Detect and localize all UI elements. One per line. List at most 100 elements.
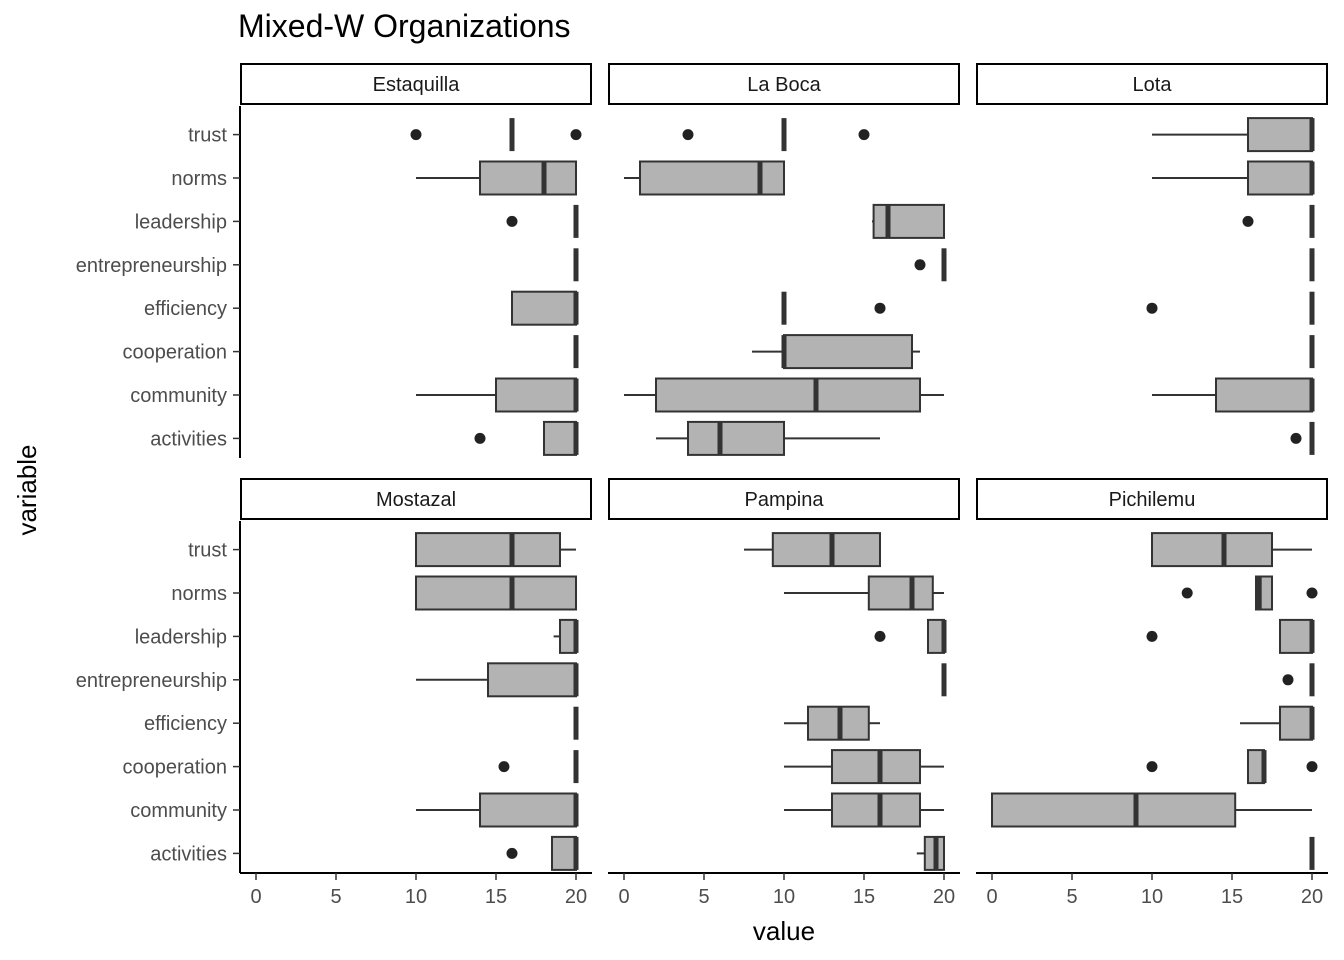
box-community	[991, 792, 1312, 828]
box-entrepreneurship	[1282, 663, 1315, 697]
outlier-point	[914, 259, 926, 271]
box-iqr	[1279, 705, 1313, 741]
box-trust	[410, 118, 582, 152]
box-iqr	[1215, 377, 1313, 413]
box-leadership	[872, 203, 945, 239]
y-tick-label: activities	[150, 843, 227, 865]
box-iqr	[1247, 160, 1313, 196]
box-trust	[744, 532, 881, 568]
x-tick-label: 10	[1141, 886, 1163, 908]
box-iqr	[872, 203, 945, 239]
box-community	[416, 377, 579, 413]
outlier-point	[858, 129, 870, 141]
facet-panel: Mostazal 0 5 10 15 20 trust norms leadership entr…	[76, 478, 592, 908]
box-iqr	[687, 420, 785, 456]
outlier-point	[570, 129, 582, 141]
box-iqr	[415, 532, 561, 568]
x-tick-label: 5	[1066, 886, 1077, 908]
facet-strip	[608, 63, 960, 105]
outlier-point	[1181, 587, 1193, 599]
x-tick-label: 15	[853, 886, 875, 908]
x-axis-title: value	[753, 916, 815, 946]
box-leadership	[1242, 204, 1315, 238]
outlier-point	[1290, 432, 1302, 444]
facet-strip-label: Pampina	[745, 489, 825, 511]
box-activities	[916, 835, 945, 871]
box-leadership	[553, 618, 579, 654]
outlier-point	[1146, 761, 1158, 773]
box-activities	[506, 835, 579, 871]
y-tick-label: trust	[188, 540, 227, 562]
box-trust	[415, 532, 576, 568]
facet-panel: Pichilemu 0 5 10 15 20	[976, 478, 1328, 908]
y-tick-label: efficiency	[144, 713, 227, 735]
y-tick-label: cooperation	[122, 342, 227, 364]
facet-strip	[976, 63, 1328, 105]
facet-panel: La Boca	[608, 63, 960, 456]
box-norms	[624, 160, 785, 196]
box-iqr	[1247, 117, 1313, 153]
y-tick-label: entrepreneurship	[76, 670, 227, 692]
box-iqr	[831, 792, 921, 828]
facet-strip-label: Pichilemu	[1109, 489, 1196, 511]
outlier-point	[474, 432, 486, 444]
facet-strip	[608, 478, 960, 520]
outlier-point	[506, 847, 518, 859]
x-tick-label: 20	[1301, 886, 1323, 908]
box-trust	[682, 118, 870, 152]
box-cooperation	[752, 334, 920, 370]
outlier-point	[410, 129, 422, 141]
outlier-point	[874, 630, 886, 642]
outlier-point	[1282, 674, 1294, 686]
box-activities	[474, 420, 579, 456]
outlier-point	[874, 302, 886, 314]
box-leadership	[874, 618, 947, 654]
box-leadership	[506, 204, 579, 238]
x-tick-label: 20	[933, 886, 955, 908]
y-tick-label: trust	[188, 125, 227, 147]
x-tick-label: 20	[565, 886, 587, 908]
box-norms	[784, 575, 944, 611]
outlier-point	[1242, 215, 1254, 227]
facet-strip-label: Estaquilla	[373, 74, 461, 96]
x-tick-label: 10	[773, 886, 795, 908]
y-tick-label: efficiency	[144, 298, 227, 320]
x-tick-label: 5	[698, 886, 709, 908]
box-activities	[1290, 421, 1315, 455]
box-efficiency	[1146, 291, 1315, 325]
box-iqr	[831, 749, 921, 785]
outlier-point	[682, 129, 694, 141]
outlier-point	[1146, 302, 1158, 314]
box-efficiency	[784, 705, 880, 741]
box-cooperation	[784, 749, 944, 785]
facet-panel: Lota	[976, 63, 1328, 455]
y-tick-label: community	[130, 800, 227, 822]
y-tick-label: norms	[171, 583, 227, 605]
box-iqr	[867, 575, 934, 611]
box-community	[784, 792, 944, 828]
facet-strip	[976, 478, 1328, 520]
facet-strip	[240, 478, 592, 520]
outlier-point	[1146, 630, 1158, 642]
box-community	[624, 377, 944, 413]
outlier-point	[1306, 761, 1318, 773]
facet-strip-label: Lota	[1133, 74, 1173, 96]
box-efficiency	[1240, 705, 1315, 741]
x-tick-label: 15	[485, 886, 507, 908]
box-leadership	[1146, 618, 1315, 654]
box-iqr	[771, 532, 881, 568]
box-iqr	[495, 377, 577, 413]
box-efficiency	[511, 290, 579, 326]
box-community	[416, 792, 579, 828]
y-tick-label: cooperation	[122, 757, 227, 779]
outlier-point	[498, 761, 510, 773]
box-iqr	[511, 290, 577, 326]
x-tick-label: 0	[250, 886, 261, 908]
box-community	[1152, 377, 1315, 413]
box-iqr	[479, 160, 577, 196]
box-iqr	[783, 334, 913, 370]
box-norms	[1152, 160, 1315, 196]
y-tick-label: activities	[150, 428, 227, 450]
x-tick-label: 5	[330, 886, 341, 908]
